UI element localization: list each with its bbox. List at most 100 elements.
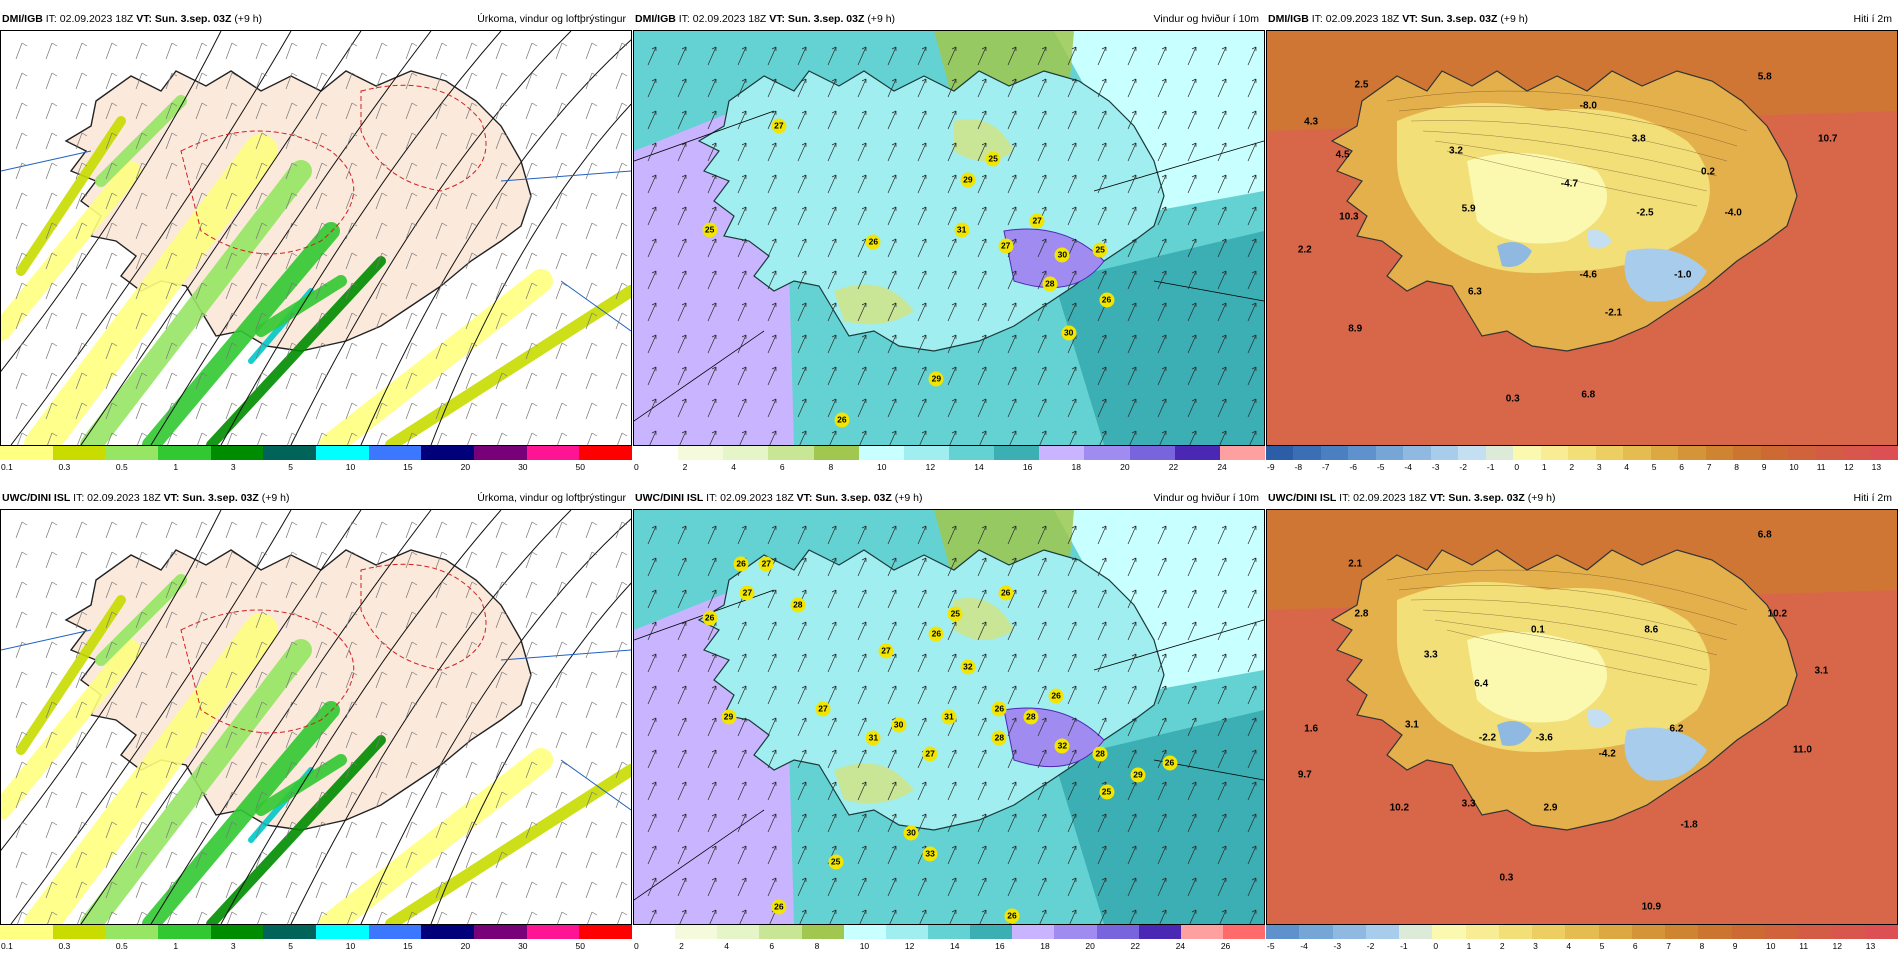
gust-label: 26 xyxy=(998,585,1014,601)
colorbar-labels: 0 2 4 6 8 10 12 14 16 18 20 22 24 26 xyxy=(633,939,1265,953)
temperature-label: -4.0 xyxy=(1724,207,1742,219)
colorbar-swatch xyxy=(633,925,676,939)
gust-label: 32 xyxy=(960,659,976,675)
colorbar-swatch xyxy=(579,925,633,939)
colorbar-swatch xyxy=(1299,925,1333,939)
temperature-label: 2.9 xyxy=(1543,802,1558,814)
gust-label: 28 xyxy=(1023,709,1039,725)
gust-label: 30 xyxy=(1061,325,1077,341)
colorbar-swatch xyxy=(1565,925,1599,939)
colorbar-tick-label: 3 xyxy=(230,462,236,472)
colorbar-swatch xyxy=(263,446,317,460)
colorbar-tick-label: 9 xyxy=(1761,462,1767,472)
panel-header: DMI/IGB IT: 02.09.2023 18Z VT: Sun. 3.se… xyxy=(0,8,632,30)
colorbar-swatch xyxy=(210,925,264,939)
colorbar-tick-label: -4 xyxy=(1300,941,1308,951)
forecast-map: 2.5 5.8 4.3 -8.0 4.5 3.2 3.8 10.7 -4.7 0.2 10.3 5.9… xyxy=(1266,30,1898,446)
colorbar-tick-label: 2 xyxy=(1499,941,1505,951)
colorbar-swatch xyxy=(717,925,760,939)
colorbar-swatch xyxy=(579,446,633,460)
temperature-label: 0.3 xyxy=(1499,872,1514,884)
map-graphic xyxy=(1267,31,1897,445)
colorbar-swatch xyxy=(633,446,679,460)
gust-label: 30 xyxy=(1054,247,1070,263)
valid-time: VT: Sun. 3.sep. 03Z xyxy=(769,13,865,25)
map-panel-precip: UWC/DINI ISL IT: 02.09.2023 18Z VT: Sun.… xyxy=(0,487,633,963)
model-name: DMI/IGB xyxy=(1268,13,1309,25)
colorbar xyxy=(0,925,633,939)
init-time: IT: 02.09.2023 18Z xyxy=(706,492,794,504)
colorbar-tick-label: 8 xyxy=(1734,462,1739,472)
colorbar-swatch xyxy=(723,446,769,460)
temperature-label: 3.3 xyxy=(1461,798,1476,810)
colorbar-swatch xyxy=(1532,925,1566,939)
panel-header: DMI/IGB IT: 02.09.2023 18Z VT: Sun. 3.se… xyxy=(1266,8,1898,30)
colorbar-tick-label: 2 xyxy=(679,941,684,951)
colorbar-tick-label: -4 xyxy=(1404,462,1412,472)
colorbar-tick-label: 15 xyxy=(403,941,413,951)
temperature-label: 3.1 xyxy=(1814,665,1829,677)
panel-header: UWC/DINI ISL IT: 02.09.2023 18Z VT: Sun.… xyxy=(633,487,1265,509)
colorbar-tick-label: 20 xyxy=(1085,941,1095,951)
gust-label: 25 xyxy=(985,151,1001,167)
colorbar-swatch xyxy=(421,446,475,460)
map-graphic xyxy=(1,510,631,924)
colorbar-swatch xyxy=(210,446,264,460)
model-name: UWC/DINI ISL xyxy=(635,492,704,504)
panel-title: Vindur og hviður í 10m xyxy=(1153,13,1259,25)
lead-time: (+9 h) xyxy=(1527,492,1556,504)
colorbar-tick-label: -2 xyxy=(1459,462,1467,472)
colorbar-tick-label: 0.5 xyxy=(115,462,128,472)
gust-label: 28 xyxy=(790,597,806,613)
colorbar-swatch xyxy=(1222,925,1266,939)
temperature-label: 10.9 xyxy=(1641,901,1662,913)
colorbar-tick-label: 5 xyxy=(1651,462,1657,472)
colorbar-tick-label: -2 xyxy=(1366,941,1375,951)
colorbar-swatch xyxy=(1665,925,1699,939)
colorbar-swatch xyxy=(801,925,844,939)
gust-label: 25 xyxy=(947,606,963,621)
colorbar-tick-label: 20 xyxy=(460,941,471,951)
colorbar xyxy=(0,446,633,460)
colorbar-tick-label: 22 xyxy=(1168,462,1179,472)
panel-title: Hiti í 2m xyxy=(1853,492,1892,504)
colorbar-swatch xyxy=(1465,925,1499,939)
lead-time: (+9 h) xyxy=(1500,13,1529,25)
colorbar-swatch xyxy=(1650,446,1679,460)
colorbar-swatch xyxy=(1843,446,1871,460)
model-name: DMI/IGB xyxy=(635,13,676,25)
colorbar-tick-label: 26 xyxy=(1220,941,1231,951)
gust-label: 31 xyxy=(865,730,881,746)
init-time: IT: 02.09.2023 18Z xyxy=(678,13,767,25)
colorbar-swatch xyxy=(1403,446,1431,460)
colorbar-swatch xyxy=(1348,446,1376,460)
colorbar-swatch xyxy=(1138,925,1181,939)
colorbar-swatch xyxy=(1623,446,1651,460)
gust-label: 29 xyxy=(928,371,944,387)
colorbar-tick-label: -7 xyxy=(1321,462,1330,472)
gust-label: 27 xyxy=(739,585,755,601)
colorbar-tick-label: 0 xyxy=(1433,941,1439,951)
colorbar-tick-label: 16 xyxy=(1022,462,1033,472)
colorbar xyxy=(633,925,1266,939)
gust-label: 26 xyxy=(1004,908,1020,924)
colorbar-swatch xyxy=(678,446,724,460)
colorbar-tick-label: -1 xyxy=(1486,462,1495,472)
colorbar-swatch xyxy=(316,446,369,460)
colorbar-tick-label: 2 xyxy=(682,462,688,472)
colorbar-tick-label: 11 xyxy=(1816,462,1826,472)
temperature-label: 1.6 xyxy=(1304,723,1319,735)
init-time: IT: 02.09.2023 18Z xyxy=(73,492,161,504)
colorbar-tick-label: 5 xyxy=(288,941,293,951)
colorbar-tick-label: -6 xyxy=(1349,462,1358,472)
colorbar-swatch xyxy=(948,446,995,460)
colorbar-tick-label: 0.3 xyxy=(58,941,71,951)
colorbar-swatch xyxy=(1798,925,1832,939)
colorbar-tick-label: 0 xyxy=(1514,462,1520,472)
colorbar-tick-label: 6 xyxy=(1679,462,1684,472)
colorbar-swatch xyxy=(1788,446,1816,460)
colorbar-tick-label: 10 xyxy=(877,462,887,472)
colorbar-swatch xyxy=(1375,446,1404,460)
gust-label: 29 xyxy=(721,709,736,725)
gust-label: 32 xyxy=(1054,738,1070,754)
